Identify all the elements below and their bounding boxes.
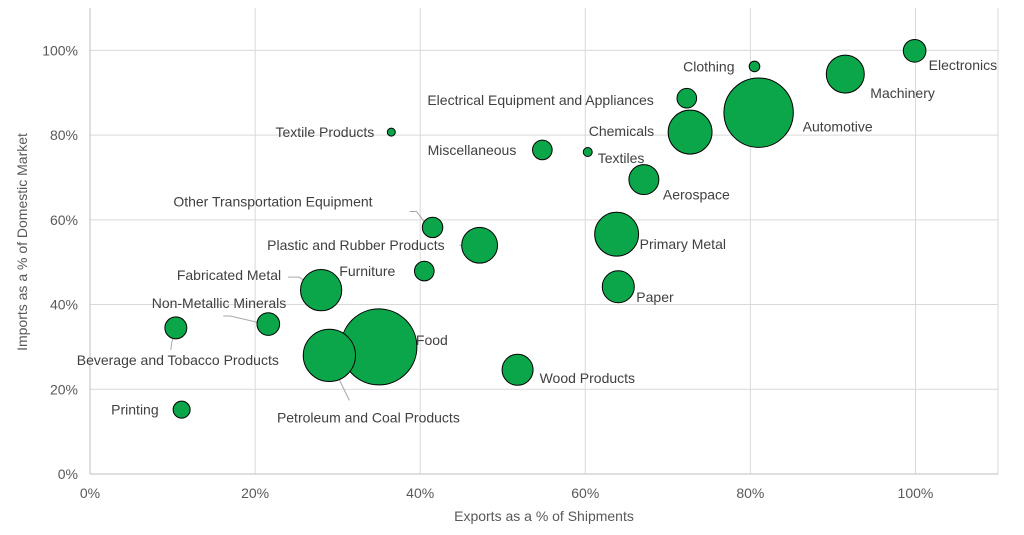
label-paper: Paper — [636, 289, 674, 305]
bubble-beverage-and-tobacco-products — [164, 316, 188, 340]
label-electrical-equipment-and-appliances: Electrical Equipment and Appliances — [427, 92, 653, 108]
grid-lines — [90, 8, 999, 474]
label-chemicals: Chemicals — [589, 123, 654, 139]
label-other-transportation-equipment: Other Transportation Equipment — [173, 193, 372, 209]
x-tick-label: 0% — [80, 485, 100, 501]
bubble-non-metallic-minerals — [256, 312, 281, 336]
bubble-fabricated-metal — [300, 269, 343, 312]
x-tick-label: 60% — [571, 485, 599, 501]
label-miscellaneous: Miscellaneous — [428, 142, 517, 158]
label-food: Food — [416, 332, 448, 348]
label-wood-products: Wood Products — [540, 370, 635, 386]
y-tick-label: 40% — [50, 297, 78, 313]
bubble-electrical-equipment-and-appliances — [676, 87, 698, 109]
label-electronics: Electronics — [929, 57, 997, 73]
label-textiles: Textiles — [598, 150, 645, 166]
x-tick-label: 80% — [736, 485, 764, 501]
bubble-wood-products — [501, 353, 534, 386]
label-plastic-and-rubber-products: Plastic and Rubber Products — [267, 237, 444, 253]
label-clothing: Clothing — [683, 58, 734, 74]
label-furniture: Furniture — [339, 263, 395, 279]
axes — [89, 8, 998, 475]
x-tick-label: 20% — [241, 485, 269, 501]
y-tick-label: 0% — [58, 466, 78, 482]
y-tick-label: 60% — [50, 212, 78, 228]
label-primary-metal: Primary Metal — [640, 236, 726, 252]
label-printing: Printing — [111, 402, 158, 418]
bubble-labels: Electronics Machinery Clothing Automotive El… — [77, 57, 997, 426]
y-tick-label: 100% — [42, 42, 78, 58]
bubble-plastic-and-rubber-products — [461, 226, 499, 264]
bubble-electronics — [902, 38, 927, 63]
y-axis-title: Imports as a % of Domestic Market — [14, 133, 30, 351]
bubble-aerospace — [628, 164, 660, 196]
bubble-furniture — [413, 260, 435, 282]
y-tick-label: 20% — [50, 381, 78, 397]
bubble-chemicals — [667, 109, 713, 155]
bubble-printing — [172, 400, 191, 419]
bubble-clothing — [748, 60, 761, 73]
label-textile-products: Textile Products — [275, 124, 374, 140]
bubble-machinery — [825, 54, 865, 94]
label-fabricated-metal: Fabricated Metal — [177, 267, 281, 283]
label-petroleum-and-coal-products: Petroleum and Coal Products — [277, 409, 460, 425]
x-axis-title: Exports as a % of Shipments — [454, 508, 634, 524]
bubble-primary-metal — [594, 211, 640, 257]
label-automotive: Automotive — [803, 119, 873, 135]
bubble-automotive — [723, 77, 794, 148]
bubble-miscellaneous — [532, 139, 553, 161]
label-beverage-and-tobacco-products: Beverage and Tobacco Products — [77, 352, 279, 368]
bubbles — [164, 38, 927, 419]
leader-line-non-metallic-minerals — [223, 315, 270, 326]
bubble-paper — [601, 270, 635, 304]
bubble-other-transportation-equipment — [421, 216, 444, 239]
x-tick-label: 40% — [406, 485, 434, 501]
label-machinery: Machinery — [870, 85, 935, 101]
bubble-petroleum-and-coal-products — [302, 328, 356, 382]
bubble-textile-products — [386, 127, 396, 137]
x-tick-label: 100% — [898, 485, 934, 501]
bubble-textiles — [582, 147, 593, 158]
label-aerospace: Aerospace — [663, 187, 730, 203]
label-non-metallic-minerals: Non-Metallic Minerals — [152, 295, 287, 311]
y-tick-label: 80% — [50, 127, 78, 143]
tick-labels: 0% 20% 40% 60% 80% 100% 0% 20% 40% 60% 80% 100% — [42, 42, 933, 501]
